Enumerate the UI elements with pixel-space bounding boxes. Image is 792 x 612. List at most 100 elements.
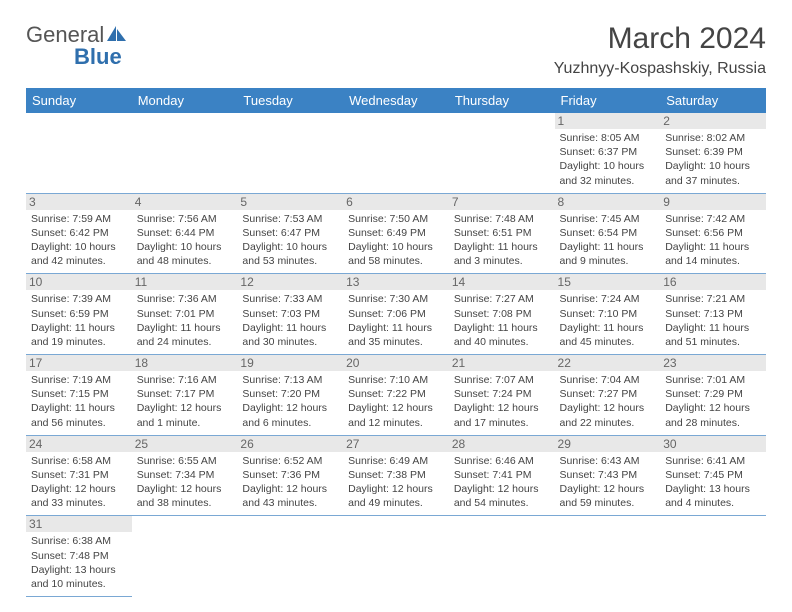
day-number: 11: [132, 274, 238, 290]
calendar-cell: 29 Sunrise: 6:43 AMSunset: 7:43 PMDayligh…: [555, 435, 661, 516]
day-number: 30: [660, 436, 766, 452]
daylight-text: Daylight: 12 hours and 28 minutes.: [665, 401, 761, 429]
sunrise-text: Sunrise: 7:53 AM: [242, 212, 338, 226]
sunset-text: Sunset: 7:27 PM: [560, 387, 656, 401]
daylight-text: Daylight: 12 hours and 6 minutes.: [242, 401, 338, 429]
sunset-text: Sunset: 7:38 PM: [348, 468, 444, 482]
sunrise-text: Sunrise: 6:43 AM: [560, 454, 656, 468]
sunrise-text: Sunrise: 7:50 AM: [348, 212, 444, 226]
dayheader-wednesday: Wednesday: [343, 88, 449, 113]
logo-text-2: Blue: [74, 44, 122, 69]
dayheader-sunday: Sunday: [26, 88, 132, 113]
day-details: Sunrise: 7:50 AMSunset: 6:49 PMDaylight:…: [348, 212, 444, 269]
day-number: 4: [132, 194, 238, 210]
day-number: 10: [26, 274, 132, 290]
daylight-text: Daylight: 11 hours and 30 minutes.: [242, 321, 338, 349]
sunrise-text: Sunrise: 6:52 AM: [242, 454, 338, 468]
day-details: Sunrise: 6:58 AMSunset: 7:31 PMDaylight:…: [31, 454, 127, 511]
sunrise-text: Sunrise: 7:59 AM: [31, 212, 127, 226]
daylight-text: Daylight: 10 hours and 53 minutes.: [242, 240, 338, 268]
calendar-week-row: 17Sunrise: 7:19 AMSunset: 7:15 PMDayligh…: [26, 355, 766, 436]
dayheader-monday: Monday: [132, 88, 238, 113]
calendar-cell: 13Sunrise: 7:30 AMSunset: 7:06 PMDayligh…: [343, 274, 449, 355]
sunset-text: Sunset: 7:31 PM: [31, 468, 127, 482]
daylight-text: Daylight: 11 hours and 19 minutes.: [31, 321, 127, 349]
dayheader-saturday: Saturday: [660, 88, 766, 113]
dayheader-thursday: Thursday: [449, 88, 555, 113]
daylight-text: Daylight: 12 hours and 1 minute.: [137, 401, 233, 429]
sunrise-text: Sunrise: 7:01 AM: [665, 373, 761, 387]
sunset-text: Sunset: 7:48 PM: [31, 549, 127, 563]
calendar-cell: [26, 113, 132, 193]
calendar-cell: [555, 516, 661, 597]
day-details: Sunrise: 6:38 AMSunset: 7:48 PMDaylight:…: [31, 534, 127, 591]
calendar-cell: 11Sunrise: 7:36 AMSunset: 7:01 PMDayligh…: [132, 274, 238, 355]
day-details: Sunrise: 6:43 AMSunset: 7:43 PMDaylight:…: [560, 454, 656, 511]
sunset-text: Sunset: 6:54 PM: [560, 226, 656, 240]
day-number: 16: [660, 274, 766, 290]
day-number: 18: [132, 355, 238, 371]
daylight-text: Daylight: 11 hours and 45 minutes.: [560, 321, 656, 349]
sunrise-text: Sunrise: 7:07 AM: [454, 373, 550, 387]
calendar-cell: 23Sunrise: 7:01 AMSunset: 7:29 PMDayligh…: [660, 355, 766, 436]
calendar-cell: 15Sunrise: 7:24 AMSunset: 7:10 PMDayligh…: [555, 274, 661, 355]
day-number: 24: [26, 436, 132, 452]
sunset-text: Sunset: 6:59 PM: [31, 307, 127, 321]
sunrise-text: Sunrise: 7:48 AM: [454, 212, 550, 226]
calendar-cell: 20Sunrise: 7:10 AMSunset: 7:22 PMDayligh…: [343, 355, 449, 436]
sunset-text: Sunset: 7:29 PM: [665, 387, 761, 401]
calendar-cell: 12Sunrise: 7:33 AMSunset: 7:03 PMDayligh…: [237, 274, 343, 355]
month-title: March 2024: [554, 22, 766, 56]
day-number: 3: [26, 194, 132, 210]
sunrise-text: Sunrise: 7:39 AM: [31, 292, 127, 306]
calendar-header-row: Sunday Monday Tuesday Wednesday Thursday…: [26, 88, 766, 113]
calendar-week-row: 10Sunrise: 7:39 AMSunset: 6:59 PMDayligh…: [26, 274, 766, 355]
daylight-text: Daylight: 13 hours and 4 minutes.: [665, 482, 761, 510]
sunrise-text: Sunrise: 6:49 AM: [348, 454, 444, 468]
daylight-text: Daylight: 12 hours and 49 minutes.: [348, 482, 444, 510]
day-details: Sunrise: 8:02 AMSunset: 6:39 PMDaylight:…: [665, 131, 761, 188]
day-details: Sunrise: 7:04 AMSunset: 7:27 PMDaylight:…: [560, 373, 656, 430]
sunrise-text: Sunrise: 7:27 AM: [454, 292, 550, 306]
sunrise-text: Sunrise: 7:30 AM: [348, 292, 444, 306]
daylight-text: Daylight: 10 hours and 58 minutes.: [348, 240, 444, 268]
calendar-cell: [132, 113, 238, 193]
sunrise-text: Sunrise: 7:24 AM: [560, 292, 656, 306]
calendar-cell: 24 Sunrise: 6:58 AMSunset: 7:31 PMDayligh…: [26, 435, 132, 516]
sunset-text: Sunset: 6:37 PM: [560, 145, 656, 159]
sunrise-text: Sunrise: 7:45 AM: [560, 212, 656, 226]
sunset-text: Sunset: 6:56 PM: [665, 226, 761, 240]
sunset-text: Sunset: 7:17 PM: [137, 387, 233, 401]
calendar-cell: 7Sunrise: 7:48 AMSunset: 6:51 PMDaylight…: [449, 193, 555, 274]
calendar-week-row: 1Sunrise: 8:05 AMSunset: 6:37 PMDaylight…: [26, 113, 766, 193]
day-number: 5: [237, 194, 343, 210]
sunset-text: Sunset: 6:39 PM: [665, 145, 761, 159]
calendar-cell: 31Sunrise: 6:38 AMSunset: 7:48 PMDayligh…: [26, 516, 132, 597]
day-number: 29: [555, 436, 661, 452]
calendar-cell: 28Sunrise: 6:46 AMSunset: 7:41 PMDayligh…: [449, 435, 555, 516]
sunset-text: Sunset: 7:15 PM: [31, 387, 127, 401]
sunrise-text: Sunrise: 7:16 AM: [137, 373, 233, 387]
day-details: Sunrise: 7:21 AMSunset: 7:13 PMDaylight:…: [665, 292, 761, 349]
day-details: Sunrise: 6:55 AMSunset: 7:34 PMDaylight:…: [137, 454, 233, 511]
day-number: 9: [660, 194, 766, 210]
day-details: Sunrise: 7:45 AMSunset: 6:54 PMDaylight:…: [560, 212, 656, 269]
calendar-cell: 19Sunrise: 7:13 AMSunset: 7:20 PMDayligh…: [237, 355, 343, 436]
day-number: 2: [660, 113, 766, 129]
sunrise-text: Sunrise: 7:21 AM: [665, 292, 761, 306]
sunset-text: Sunset: 7:13 PM: [665, 307, 761, 321]
daylight-text: Daylight: 12 hours and 43 minutes.: [242, 482, 338, 510]
calendar-cell: 2 Sunrise: 8:02 AMSunset: 6:39 PMDaylight…: [660, 113, 766, 193]
day-number: 21: [449, 355, 555, 371]
sunset-text: Sunset: 6:44 PM: [137, 226, 233, 240]
day-number: 12: [237, 274, 343, 290]
calendar-cell: 1Sunrise: 8:05 AMSunset: 6:37 PMDaylight…: [555, 113, 661, 193]
calendar-cell: 8Sunrise: 7:45 AMSunset: 6:54 PMDaylight…: [555, 193, 661, 274]
daylight-text: Daylight: 12 hours and 59 minutes.: [560, 482, 656, 510]
daylight-text: Daylight: 11 hours and 40 minutes.: [454, 321, 550, 349]
day-number: 13: [343, 274, 449, 290]
sunrise-text: Sunrise: 7:04 AM: [560, 373, 656, 387]
sunrise-text: Sunrise: 6:46 AM: [454, 454, 550, 468]
calendar-cell: [449, 516, 555, 597]
day-number: 15: [555, 274, 661, 290]
